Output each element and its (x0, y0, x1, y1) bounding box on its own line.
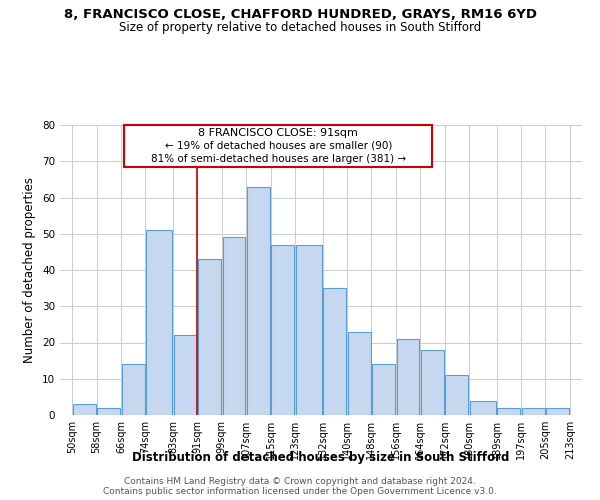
Bar (198, 259, 221, 415)
Bar (223, 238, 245, 415)
Bar (124, 125, 433, 166)
Bar (97, 408, 120, 415)
Bar (247, 186, 270, 415)
Bar (372, 364, 395, 415)
Bar (522, 408, 545, 415)
Bar (348, 332, 371, 415)
Bar (296, 244, 322, 415)
Bar (174, 335, 197, 415)
Bar (146, 230, 172, 415)
Text: ← 19% of detached houses are smaller (90): ← 19% of detached houses are smaller (90… (164, 141, 392, 151)
Text: 8, FRANCISCO CLOSE, CHAFFORD HUNDRED, GRAYS, RM16 6YD: 8, FRANCISCO CLOSE, CHAFFORD HUNDRED, GR… (64, 8, 536, 20)
Bar (470, 400, 496, 415)
Text: Distribution of detached houses by size in South Stifford: Distribution of detached houses by size … (133, 451, 509, 464)
Y-axis label: Number of detached properties: Number of detached properties (23, 177, 37, 363)
Bar (122, 364, 145, 415)
Bar (73, 404, 96, 415)
Text: Contains public sector information licensed under the Open Government Licence v3: Contains public sector information licen… (103, 486, 497, 496)
Bar (421, 350, 444, 415)
Text: 81% of semi-detached houses are larger (381) →: 81% of semi-detached houses are larger (… (151, 154, 406, 164)
Text: 8 FRANCISCO CLOSE: 91sqm: 8 FRANCISCO CLOSE: 91sqm (199, 128, 358, 138)
Text: Contains HM Land Registry data © Crown copyright and database right 2024.: Contains HM Land Registry data © Crown c… (124, 476, 476, 486)
Text: Size of property relative to detached houses in South Stifford: Size of property relative to detached ho… (119, 21, 481, 34)
Bar (497, 408, 520, 415)
Bar (323, 288, 346, 415)
Bar (397, 339, 419, 415)
Bar (445, 375, 468, 415)
Bar (546, 408, 569, 415)
Bar (271, 244, 294, 415)
